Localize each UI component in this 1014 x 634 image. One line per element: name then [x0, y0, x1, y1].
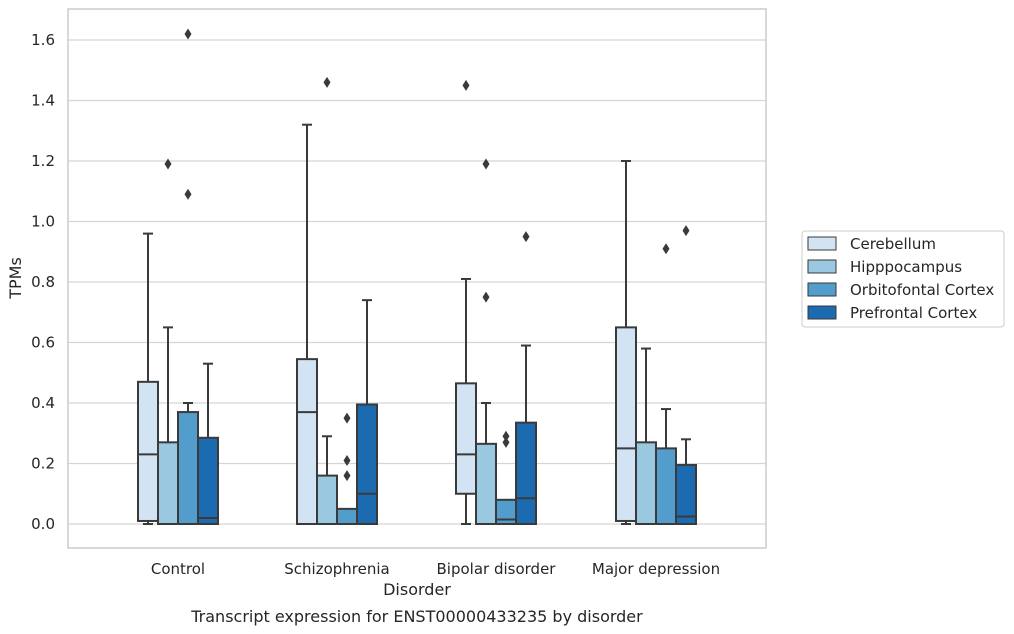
x-tick-label: Bipolar disorder: [437, 560, 557, 578]
legend-swatch: [807, 259, 837, 274]
box-body: [356, 403, 378, 526]
outlier-point: [323, 76, 331, 88]
outlier-point: [482, 158, 490, 170]
box-cerebellum: [615, 160, 637, 525]
y-tick-label: 1.2: [31, 152, 55, 170]
outlier-point: [164, 158, 172, 170]
box-body: [177, 411, 199, 526]
box-body: [615, 326, 637, 522]
outlier-point: [522, 231, 530, 243]
box-body: [455, 382, 477, 495]
legend-label: Orbitofontal Cortex: [850, 281, 994, 299]
legend-label: Cerebellum: [850, 235, 936, 253]
box-body: [336, 507, 358, 525]
box-body: [316, 474, 338, 526]
boxes: [137, 28, 697, 526]
outlier-point: [462, 79, 470, 91]
outlier-point: [343, 470, 351, 482]
legend-label: Hipppocampus: [850, 258, 962, 276]
y-tick-label: 1.4: [31, 92, 55, 110]
box-hipppocampus: [157, 158, 179, 526]
y-tick-label: 1.6: [31, 31, 55, 49]
box-cerebellum: [455, 79, 477, 525]
box-body: [475, 442, 497, 525]
box-body: [296, 358, 318, 526]
plot-frame: [67, 8, 767, 549]
outlier-point: [502, 430, 510, 442]
box-orbitofontal-cortex: [495, 430, 517, 525]
y-axis-title: TPMs: [6, 257, 25, 300]
box-hipppocampus: [635, 347, 657, 526]
box-cerebellum: [137, 232, 159, 525]
box-orbitofontal-cortex: [655, 243, 677, 525]
box-prefrontal-cortex: [515, 231, 537, 526]
y-tick-label: 0.0: [31, 515, 55, 533]
y-tick-labels: 0.0 0.2 0.4 0.6 0.8 1.0 1.2 1.4 1.6: [31, 31, 55, 533]
box-hipppocampus: [475, 158, 497, 525]
outlier-point: [343, 412, 351, 424]
y-tick-label: 0.2: [31, 455, 55, 473]
legend: Cerebellum Hipppocampus Orbitofontal Corte…: [801, 230, 1005, 328]
y-tick-label: 0.6: [31, 334, 55, 352]
box-body: [635, 441, 657, 526]
box-body: [655, 447, 677, 525]
box-body: [675, 464, 697, 526]
box-body: [515, 421, 537, 526]
x-tick-label: Major depression: [592, 560, 720, 578]
x-tick-labels: Control Schizophrenia Bipolar disorder Majo…: [151, 560, 720, 578]
box-body: [197, 436, 219, 526]
outlier-point: [662, 243, 670, 255]
x-tick-label: Schizophrenia: [284, 560, 389, 578]
y-tick-label: 0.8: [31, 273, 55, 291]
box-body: [137, 380, 159, 522]
box-orbitofontal-cortex: [336, 412, 358, 525]
y-tick-label: 0.4: [31, 394, 55, 412]
box-body: [157, 441, 179, 526]
outlier-point: [343, 454, 351, 466]
box-cerebellum: [296, 123, 318, 526]
box-orbitofontal-cortex: [177, 28, 199, 526]
x-axis-title: Disorder: [383, 580, 451, 599]
y-tick-label: 1.0: [31, 213, 55, 231]
box-prefrontal-cortex: [356, 299, 378, 526]
outlier-point: [184, 28, 192, 40]
legend-swatch: [807, 282, 837, 297]
legend-swatch: [807, 305, 837, 320]
box-prefrontal-cortex: [675, 225, 697, 526]
outlier-point: [482, 291, 490, 303]
outlier-point: [682, 225, 690, 237]
outlier-point: [502, 436, 510, 448]
legend-frame: [801, 230, 1005, 328]
box-hipppocampus: [316, 76, 338, 526]
legend-label: Prefrontal Cortex: [850, 304, 977, 322]
box-prefrontal-cortex: [197, 362, 219, 526]
x-tick-label: Control: [151, 560, 205, 578]
outlier-point: [184, 188, 192, 200]
chart-caption: Transcript expression for ENST0000043323…: [190, 607, 643, 626]
legend-swatch: [807, 236, 837, 251]
